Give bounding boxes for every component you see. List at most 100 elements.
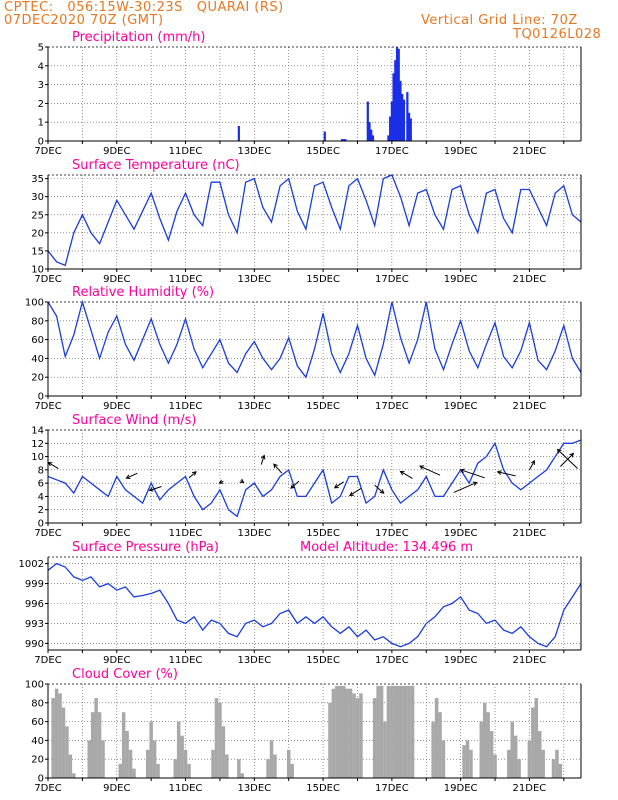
- cloud-bar: [218, 702, 222, 778]
- wind-arrow-head: [333, 484, 339, 489]
- cloud-bar: [372, 698, 377, 778]
- pressure-ytick-label: 990: [25, 639, 44, 650]
- wind-ytick-label: 10: [31, 452, 44, 463]
- wind-xtick-label: 9DEC: [103, 528, 130, 539]
- model-code: TQ0126L028: [513, 27, 602, 42]
- wind-arrow-head: [379, 489, 385, 494]
- cloud-bar: [486, 712, 490, 778]
- wind-arrow-head: [556, 448, 562, 454]
- wind-arrow-head: [496, 470, 502, 475]
- precip-ytick-label: 5: [38, 43, 44, 54]
- cloud-bar: [266, 759, 270, 778]
- cloud-bar: [558, 763, 563, 778]
- cloud-bar: [335, 685, 339, 778]
- cloud-xtick-label: 9DEC: [103, 783, 130, 794]
- wind-ytick-label: 8: [38, 465, 44, 476]
- cloud-bar: [489, 731, 494, 778]
- wind-xtick-label: 19DEC: [444, 528, 478, 539]
- cloud-bar: [431, 721, 435, 778]
- rh-xtick-label: 11DEC: [169, 401, 203, 412]
- cloud-bar: [328, 702, 332, 778]
- wind-arrow: [188, 471, 197, 479]
- temp-title: Surface Temperature (nC): [72, 158, 240, 173]
- run-date: 07DEC2020 70Z (GMT): [4, 13, 164, 28]
- precip-xtick-label: 13DEC: [237, 146, 271, 157]
- pressure-xtick-label: 9DEC: [103, 655, 130, 666]
- cloud-bar: [341, 685, 346, 778]
- wind-ytick-label: 12: [31, 439, 44, 450]
- cloud-xtick-label: 21DEC: [513, 783, 547, 794]
- wind-arrow: [400, 471, 413, 479]
- wind-series-line: [47, 439, 582, 518]
- precip-ytick-label: 4: [38, 61, 44, 72]
- temp-series-line: [47, 174, 582, 267]
- wind-arrow-head: [349, 491, 354, 497]
- pressure-subtitle: Model Altitude: 134.496 m: [300, 540, 473, 555]
- cloud-bar: [359, 693, 363, 778]
- rh-ytick-label: 40: [31, 354, 44, 365]
- precip-bar: [340, 139, 344, 141]
- cloud-bar: [132, 768, 136, 778]
- cloud-bar: [434, 698, 439, 778]
- cloud-bar: [531, 707, 535, 778]
- pressure-xtick-label: 11DEC: [169, 655, 203, 666]
- temp-xtick-label: 19DEC: [444, 274, 478, 285]
- cloud-bar: [58, 693, 62, 778]
- wind-arrow: [260, 455, 265, 465]
- cloud-ytick-label: 40: [31, 736, 44, 747]
- rh-xtick-label: 15DEC: [306, 401, 340, 412]
- cloud-ytick-label: 80: [31, 698, 44, 709]
- wind-arrow: [453, 481, 477, 493]
- precip-bar: [368, 122, 371, 141]
- cloud-bar: [273, 754, 277, 778]
- precip-bar: [344, 139, 347, 141]
- cloud-bar: [555, 749, 559, 778]
- cloud-bar: [507, 749, 511, 778]
- cloud-bar: [237, 759, 241, 778]
- precip-xtick-label: 15DEC: [306, 146, 340, 157]
- cloud-xtick-label: 7DEC: [34, 783, 61, 794]
- cloud-bar: [510, 721, 514, 778]
- cloud-xtick-label: 19DEC: [444, 783, 478, 794]
- precip-xtick-label: 17DEC: [375, 146, 409, 157]
- cloud-bar: [240, 773, 245, 778]
- cloud-bar: [400, 685, 404, 778]
- rh-ytick-label: 100: [25, 298, 44, 309]
- precip-xtick-label: 9DEC: [103, 146, 130, 157]
- wind-xtick-label: 13DEC: [237, 528, 271, 539]
- cloud-bar: [376, 685, 380, 778]
- cloud-bar: [541, 749, 545, 778]
- wind-arrow-head: [260, 454, 266, 460]
- wind-xtick-label: 17DEC: [375, 528, 409, 539]
- pressure-ytick-label: 996: [25, 599, 44, 610]
- cloud-bar: [221, 726, 226, 778]
- cloud-bar: [393, 685, 398, 778]
- cloud-bar: [54, 688, 59, 778]
- pressure-xtick-label: 19DEC: [444, 655, 478, 666]
- cloud-bar: [128, 749, 133, 778]
- wind-arrow: [149, 485, 162, 491]
- wind-arrow-head: [530, 459, 535, 465]
- precip-bar: [392, 73, 395, 141]
- temp-ytick-label: 35: [31, 174, 44, 185]
- cloud-bar: [386, 685, 391, 778]
- wind-ytick-label: 2: [38, 505, 44, 516]
- wind-xtick-label: 15DEC: [306, 528, 340, 539]
- precip-bar: [342, 139, 345, 141]
- cloud-bar: [537, 731, 542, 778]
- cloud-bar: [152, 740, 157, 778]
- wind-arrow: [290, 480, 300, 489]
- wind-ytick-label: 6: [38, 479, 44, 490]
- wind-title: Surface Wind (m/s): [72, 413, 196, 428]
- cloud-bar: [438, 712, 442, 778]
- cloud-bar: [173, 759, 177, 778]
- rh-ytick-label: 0: [38, 392, 44, 403]
- cloud-bar: [72, 773, 76, 778]
- precip-bar: [409, 118, 412, 141]
- temp-xtick-label: 21DEC: [513, 274, 547, 285]
- rh-panel: Relative Humidity (%) 0 20 40 60 80 100 7DEC 9DE…: [25, 285, 582, 412]
- pressure-panel: Surface Pressure (hPa) Model Altitude: 13…: [19, 540, 582, 666]
- precip-ytick-label: 1: [38, 118, 44, 129]
- pressure-xtick-label: 21DEC: [513, 655, 547, 666]
